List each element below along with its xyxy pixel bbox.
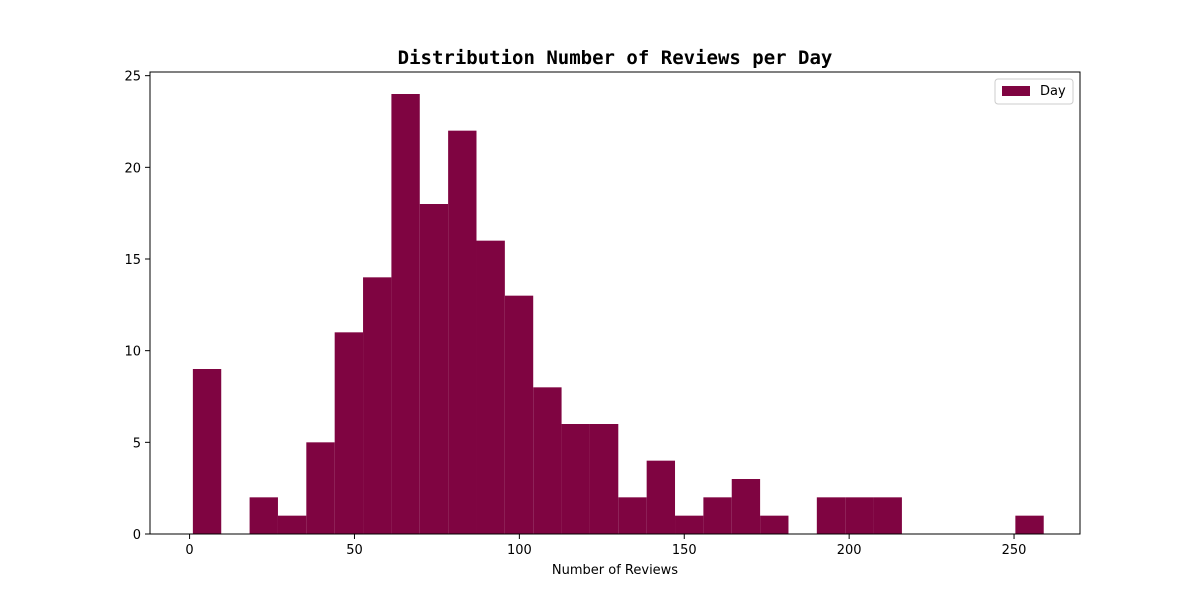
histogram-bar bbox=[391, 94, 420, 534]
bars-group bbox=[192, 94, 1044, 534]
legend-swatch bbox=[1002, 86, 1030, 96]
histogram-bar bbox=[816, 497, 846, 534]
histogram-bar bbox=[192, 369, 222, 534]
y-axis: 0 5 10 15 20 25 bbox=[124, 70, 150, 543]
x-tick-label: 150 bbox=[672, 543, 697, 558]
histogram-bar bbox=[760, 515, 789, 534]
histogram-bar bbox=[363, 277, 392, 534]
x-axis-label: Number of Reviews bbox=[552, 563, 678, 578]
plot-frame bbox=[149, 71, 1081, 535]
histogram-bar bbox=[561, 424, 590, 534]
histogram-bar bbox=[277, 515, 307, 534]
x-tick-label: 0 bbox=[185, 543, 193, 558]
y-tick-label: 5 bbox=[133, 436, 141, 451]
x-tick-label: 250 bbox=[1002, 543, 1027, 558]
histogram-bar bbox=[504, 295, 534, 534]
histogram-bar bbox=[845, 497, 874, 534]
y-tick-label: 25 bbox=[124, 70, 141, 85]
histogram-bar bbox=[334, 332, 364, 534]
legend: Day bbox=[994, 78, 1074, 105]
histogram-bar bbox=[731, 479, 761, 534]
histogram-bar bbox=[476, 240, 505, 534]
histogram-bar bbox=[646, 460, 676, 534]
histogram-bar bbox=[675, 515, 704, 534]
x-axis: 0 50 100 150 200 250 bbox=[185, 534, 1026, 558]
histogram-bar bbox=[589, 424, 619, 534]
histogram-bar bbox=[703, 497, 732, 534]
histogram-bar bbox=[873, 497, 902, 534]
histogram-bar bbox=[533, 387, 562, 534]
x-tick-label: 50 bbox=[346, 543, 363, 558]
x-tick-label: 100 bbox=[507, 543, 532, 558]
y-tick-label: 0 bbox=[133, 528, 141, 543]
chart-title: Distribution Number of Reviews per Day bbox=[398, 47, 833, 69]
x-tick-label: 200 bbox=[837, 543, 862, 558]
histogram-bar bbox=[1015, 515, 1044, 534]
histogram-bar bbox=[448, 130, 477, 534]
y-tick-label: 20 bbox=[124, 161, 141, 176]
y-tick-label: 15 bbox=[124, 253, 141, 268]
legend-frame bbox=[994, 78, 1074, 105]
legend-label: Day bbox=[1040, 84, 1066, 99]
histogram-bar bbox=[249, 497, 278, 534]
histogram-bar bbox=[618, 497, 647, 534]
histogram-bar bbox=[419, 204, 449, 534]
histogram-bar bbox=[306, 442, 335, 534]
y-tick-label: 10 bbox=[124, 345, 141, 360]
